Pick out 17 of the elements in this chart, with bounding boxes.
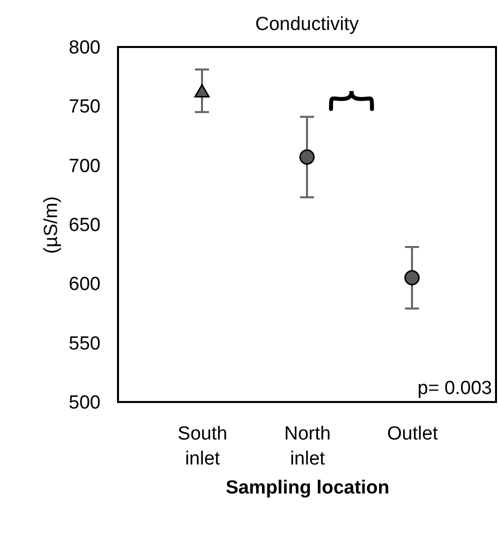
point [404, 270, 420, 286]
annotation: p= 0.003 [418, 378, 492, 399]
x-tick-label: North inlet [284, 424, 331, 470]
chart-title: Conductivity [255, 14, 360, 35]
y-tick-label: 700 [68, 156, 100, 177]
x-tick-label: Outlet [387, 424, 439, 444]
x-axis-title: Sampling location [226, 478, 390, 498]
point [194, 84, 210, 98]
y-tick-label: 500 [68, 392, 100, 414]
y-tick-label: 650 [68, 215, 100, 236]
y-tick-label: 600 [68, 274, 100, 296]
y-tick-label: 550 [68, 333, 100, 354]
x-tick-label: South inlet [178, 424, 228, 470]
y-axis-title: (µS/m) [40, 196, 62, 254]
point [299, 149, 315, 165]
y-tick-label: 800 [68, 38, 100, 58]
y-tick-label: 750 [68, 96, 100, 118]
